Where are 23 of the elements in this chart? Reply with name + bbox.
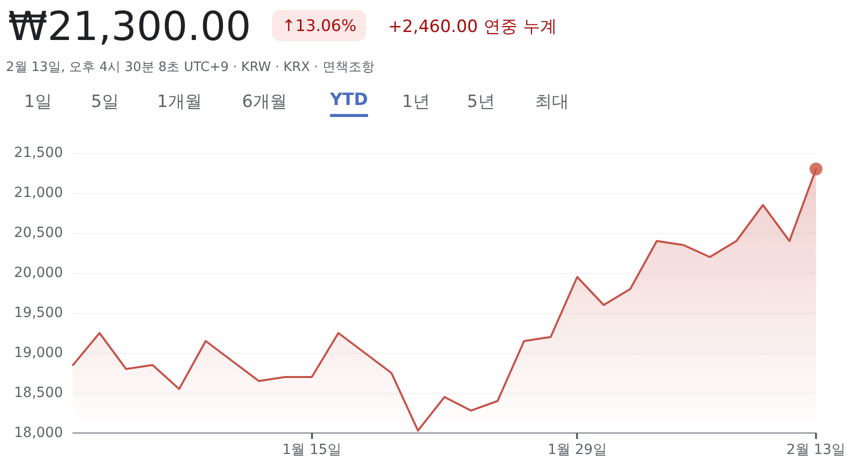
y-tick-label: 19,500	[14, 305, 63, 321]
text: ↑13.06%	[272, 10, 366, 41]
text: 1개월	[157, 91, 202, 114]
text: 6개월	[242, 91, 287, 114]
y-tick-label: 20,500	[14, 225, 63, 241]
x-tick-label: 1월 29일	[548, 442, 607, 458]
text: YTD	[330, 90, 368, 117]
y-tick-label: 21,500	[14, 145, 63, 161]
x-tick-label: 1월 15일	[282, 442, 342, 458]
text: 5년	[467, 91, 495, 114]
text: 1일	[24, 91, 52, 114]
text: 1년	[402, 91, 430, 114]
y-tick-label: 18,000	[14, 425, 63, 441]
text: +2,460.00 연중 누계	[388, 16, 557, 38]
y-tick-label: 19,000	[14, 345, 63, 361]
text: 최대	[535, 91, 569, 114]
x-tick-label: 2월 13일	[786, 442, 846, 458]
y-tick-label: 21,000	[14, 185, 63, 201]
text: 5일	[91, 91, 119, 114]
y-tick-label: 18,500	[14, 385, 63, 401]
chart-subtitle: 2월 13일, 오후 4시 30분 8초 UTC+9 · KRW · KRX · 면책조항	[6, 59, 374, 76]
chart-title: ₩21,300.00	[8, 4, 252, 50]
y-tick-label: 20,000	[14, 265, 63, 281]
